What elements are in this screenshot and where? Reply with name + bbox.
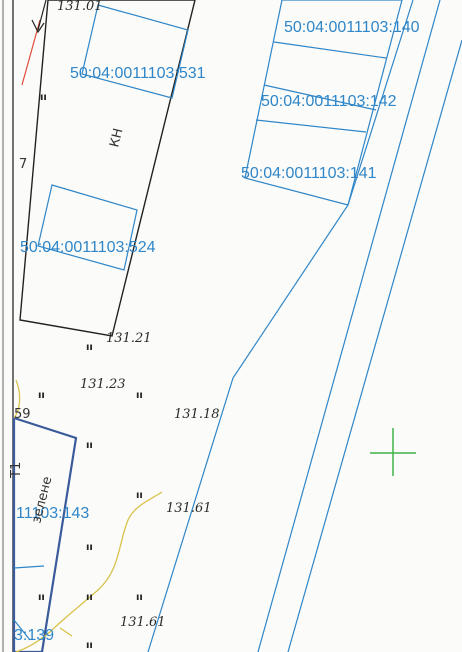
grass-mark: ıı (136, 490, 143, 501)
road-line (15, 491, 163, 652)
grass-mark: ıı (38, 390, 45, 401)
arrow-line (37, 0, 47, 31)
road-boundary-middle (257, 0, 441, 652)
grass-mark: ıı (86, 592, 93, 603)
arrow-head (31, 19, 45, 34)
parcel-label-524: 50:04:0011103:524 (20, 239, 156, 256)
elevation-label: 131.18 (174, 407, 220, 422)
elevation-label: 131.21 (106, 331, 152, 346)
grass-mark: ıı (40, 92, 47, 103)
road-line-left (13, 379, 21, 419)
grass-mark: ıı (38, 592, 45, 603)
grass-mark: ıı (86, 542, 93, 553)
road-boundary-right (287, 39, 462, 652)
parcel-524-outline (37, 184, 138, 271)
elevation-label: 131.01 (57, 0, 103, 14)
road-tick (59, 627, 73, 637)
parcel-143-divider (13, 565, 45, 569)
grass-mark: ıı (86, 342, 93, 353)
grass-mark: ıı (136, 390, 143, 401)
edge-number: 59 (14, 407, 31, 422)
building-label: КН (107, 127, 126, 149)
parcel-divider-3 (255, 119, 367, 133)
parcel-label-140: 50:04:0011103:140 (284, 19, 420, 36)
road-boundary-left (147, 0, 414, 652)
parcel-label-143: 11103:143 (16, 505, 89, 522)
building-outline (19, 0, 196, 337)
parcel-531-outline (81, 4, 189, 99)
parcel-divider-1 (273, 41, 387, 59)
rotated-label: Т1 (9, 462, 24, 479)
elevation-label: 131.61 (166, 501, 212, 516)
parcel-143-outline (12, 416, 78, 652)
parcel-label-531: 50:04:0011103:531 (70, 65, 206, 82)
parcel-139-line (13, 619, 31, 641)
elevation-label: 131.23 (80, 377, 126, 392)
edge-number: 7 (19, 157, 27, 172)
parcel-label-141: 50:04:0011103:141 (241, 165, 377, 182)
parcel-divider-2 (263, 84, 377, 111)
grass-mark: ıı (86, 640, 93, 651)
grass-mark: ıı (136, 592, 143, 603)
elevation-label: 131.61 (120, 615, 166, 630)
grass-mark: ıı (86, 440, 93, 451)
parcel-label-139: 3:139 (14, 627, 54, 644)
parcel-label-142: 50:04:0011103:142 (261, 93, 397, 110)
